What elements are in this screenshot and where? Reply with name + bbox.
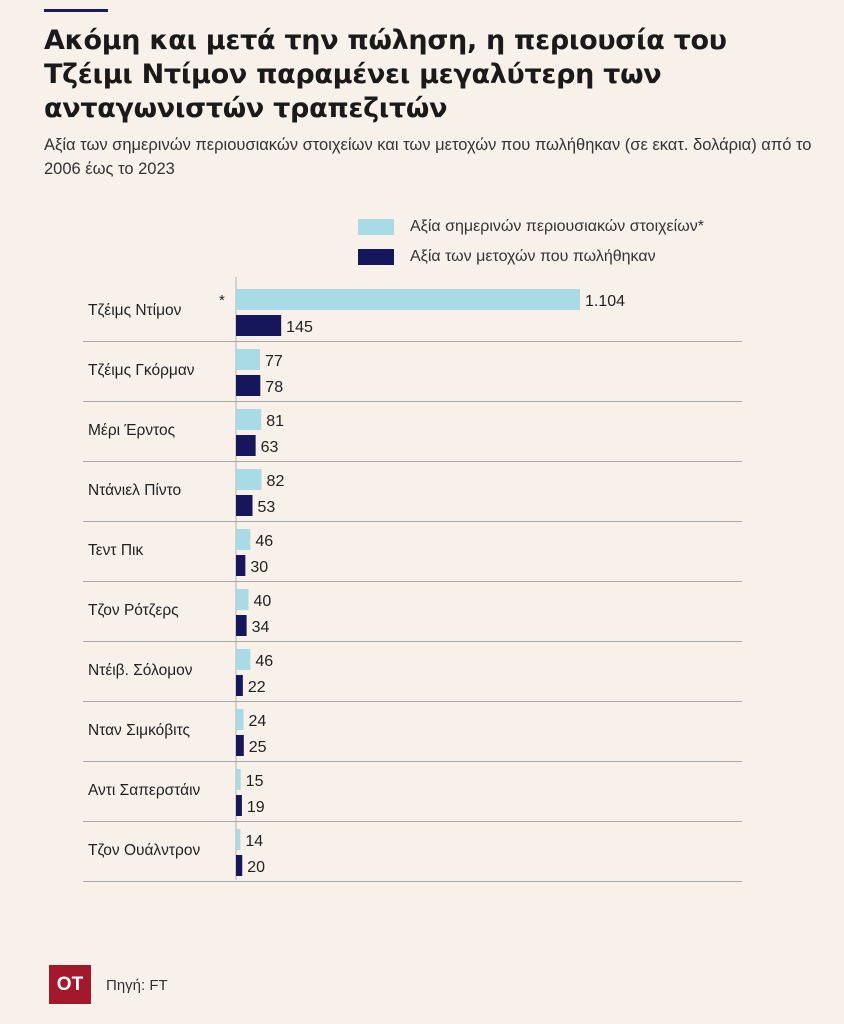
bar-sold <box>236 495 253 516</box>
category-label: Τζον Ουάλντρον <box>88 842 200 859</box>
bar-current <box>236 349 260 370</box>
category-label: Αντι Σαπερστάιν <box>88 782 201 799</box>
bar-current <box>236 469 262 490</box>
chart-title: Ακόμη και μετά την πώληση, η περιουσία τ… <box>44 25 727 124</box>
category-label: Νταν Σιμκόβιτς <box>88 722 190 739</box>
data-label: 77 <box>265 353 283 370</box>
bar-sold <box>236 795 242 816</box>
data-label: 25 <box>249 739 267 756</box>
bar-sold <box>236 615 247 636</box>
data-label: 14 <box>245 833 263 850</box>
category-label: Τζον Ρότζερς <box>88 602 179 619</box>
bar-current <box>236 769 241 790</box>
data-label: 53 <box>258 499 276 516</box>
bar-current <box>236 289 580 310</box>
bar-current <box>236 709 244 730</box>
bar-sold <box>236 855 243 876</box>
legend-label-current: Αξία σημερινών περιουσιακών στοιχείων* <box>410 218 704 235</box>
chart-subtitle: Αξία των σημερινών περιουσιακών στοιχείω… <box>44 136 812 178</box>
data-label: 24 <box>248 713 266 730</box>
bar-sold <box>236 435 256 456</box>
data-label: 145 <box>286 319 313 336</box>
bar-sold <box>236 675 243 696</box>
data-label: 63 <box>261 439 279 456</box>
bar-sold <box>236 315 282 336</box>
bar-current <box>236 529 251 550</box>
data-label: 81 <box>266 413 284 430</box>
legend-label-sold: Αξία των μετοχών που πωλήθηκαν <box>410 248 656 265</box>
category-label: Τζέιμς Ντίμον <box>88 302 182 319</box>
data-label: 15 <box>246 773 264 790</box>
bar-current <box>236 649 251 670</box>
category-label: Τζέιμς Γκόρμαν <box>88 362 195 379</box>
legend-item-current: Αξία σημερινών περιουσιακών στοιχείων* <box>358 212 704 242</box>
bar-sold <box>236 375 261 396</box>
accent-rule <box>44 9 108 12</box>
legend-swatch-current <box>358 219 394 235</box>
data-label: 1.104 <box>585 293 625 310</box>
data-label: 34 <box>252 619 270 636</box>
legend: Αξία σημερινών περιουσιακών στοιχείων* Α… <box>358 212 704 272</box>
data-label: 78 <box>265 379 283 396</box>
data-label: 46 <box>255 533 273 550</box>
data-label: 30 <box>250 559 268 576</box>
category-label: Μέρι Έρντος <box>88 422 175 439</box>
bar-current <box>236 589 249 610</box>
data-label: 22 <box>248 679 266 696</box>
ot-logo: OT <box>49 965 91 1004</box>
category-marker: * <box>219 292 225 309</box>
data-label: 40 <box>253 593 271 610</box>
source-note: Πηγή: FT <box>106 977 168 994</box>
data-label: 82 <box>267 473 285 490</box>
category-label: Ντάνιελ Πίντο <box>88 482 181 499</box>
legend-item-sold: Αξία των μετοχών που πωλήθηκαν <box>358 242 704 272</box>
category-label: Ντέιβ. Σόλομον <box>88 662 193 679</box>
data-label: 20 <box>247 859 265 876</box>
legend-swatch-sold <box>358 249 394 265</box>
bar-current <box>236 409 262 430</box>
bar-current <box>236 829 241 850</box>
category-label: Τεντ Πικ <box>88 542 143 559</box>
data-label: 46 <box>255 653 273 670</box>
bar-sold <box>236 555 246 576</box>
bar-sold <box>236 735 244 756</box>
data-label: 19 <box>247 799 265 816</box>
